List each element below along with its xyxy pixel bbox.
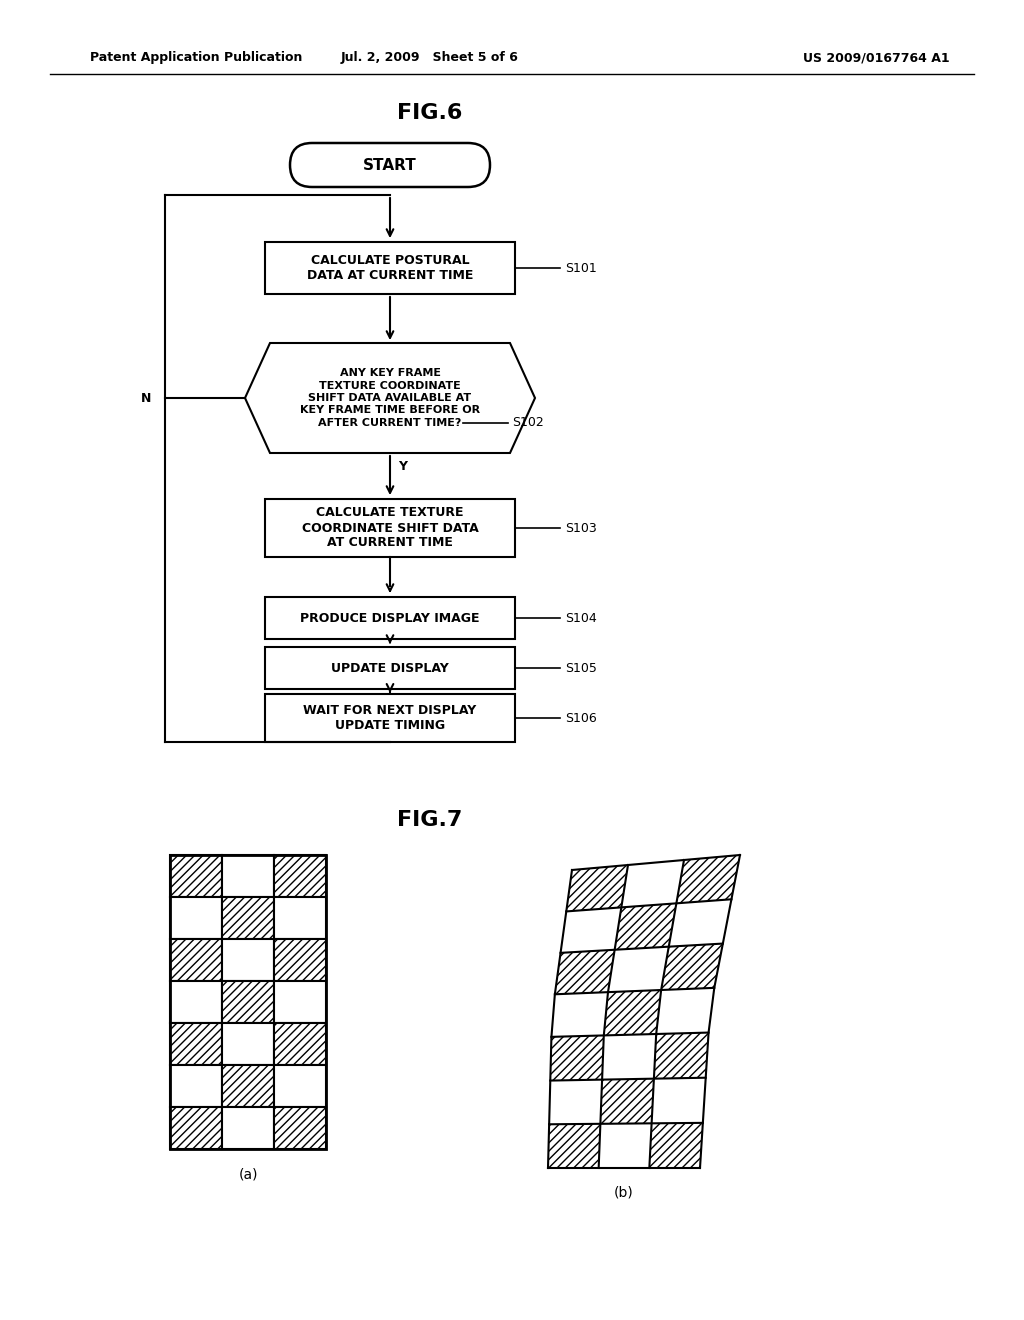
Bar (170, 981, 222, 1023)
Bar (222, 981, 274, 1023)
Bar (170, 939, 222, 981)
Bar (222, 981, 274, 1023)
Text: Jul. 2, 2009   Sheet 5 of 6: Jul. 2, 2009 Sheet 5 of 6 (341, 51, 519, 65)
Bar (274, 939, 326, 981)
Bar (170, 855, 222, 898)
Bar (170, 898, 222, 939)
Text: Patent Application Publication: Patent Application Publication (90, 51, 302, 65)
Bar (265, 499, 515, 557)
Bar (274, 1107, 326, 1148)
Text: START: START (364, 157, 417, 173)
Bar (222, 1023, 274, 1065)
Text: WAIT FOR NEXT DISPLAY
UPDATE TIMING: WAIT FOR NEXT DISPLAY UPDATE TIMING (303, 704, 476, 733)
FancyBboxPatch shape (290, 143, 490, 187)
Bar (265, 597, 515, 639)
Bar (274, 855, 326, 898)
Bar (222, 1065, 274, 1107)
Bar (170, 1065, 222, 1107)
Text: S104: S104 (565, 611, 597, 624)
Bar (222, 1065, 274, 1107)
Text: FIG.7: FIG.7 (397, 810, 463, 830)
Text: ANY KEY FRAME
TEXTURE COORDINATE
SHIFT DATA AVAILABLE AT
KEY FRAME TIME BEFORE O: ANY KEY FRAME TEXTURE COORDINATE SHIFT D… (300, 368, 480, 428)
Bar (274, 1023, 326, 1065)
Bar (222, 898, 274, 939)
Text: FIG.6: FIG.6 (397, 103, 463, 123)
Text: S102: S102 (512, 417, 544, 429)
Bar (274, 1065, 326, 1107)
Bar (274, 898, 326, 939)
Bar (274, 939, 326, 981)
Bar (222, 898, 274, 939)
Text: S106: S106 (565, 711, 597, 725)
Text: S105: S105 (565, 661, 597, 675)
Bar (170, 1107, 222, 1148)
Bar (274, 981, 326, 1023)
Bar (170, 855, 326, 1148)
Text: UPDATE DISPLAY: UPDATE DISPLAY (331, 661, 449, 675)
Polygon shape (245, 343, 535, 453)
Text: S101: S101 (565, 261, 597, 275)
Text: US 2009/0167764 A1: US 2009/0167764 A1 (804, 51, 950, 65)
Bar (170, 1023, 222, 1065)
Bar (274, 1107, 326, 1148)
Bar (170, 1107, 222, 1148)
Bar (170, 939, 222, 981)
Text: N: N (140, 392, 151, 404)
Bar (222, 1107, 274, 1148)
Text: (a): (a) (239, 1167, 258, 1181)
Bar (265, 694, 515, 742)
Bar (265, 242, 515, 294)
Bar (265, 647, 515, 689)
Bar (222, 855, 274, 898)
Text: S103: S103 (565, 521, 597, 535)
Bar (274, 855, 326, 898)
Bar (222, 939, 274, 981)
Text: CALCULATE TEXTURE
COORDINATE SHIFT DATA
AT CURRENT TIME: CALCULATE TEXTURE COORDINATE SHIFT DATA … (302, 507, 478, 549)
Text: (b): (b) (614, 1185, 634, 1200)
Text: PRODUCE DISPLAY IMAGE: PRODUCE DISPLAY IMAGE (300, 611, 480, 624)
Bar (274, 1023, 326, 1065)
Bar (170, 1023, 222, 1065)
Text: Y: Y (398, 461, 407, 474)
Text: CALCULATE POSTURAL
DATA AT CURRENT TIME: CALCULATE POSTURAL DATA AT CURRENT TIME (307, 253, 473, 282)
Bar (170, 855, 222, 898)
